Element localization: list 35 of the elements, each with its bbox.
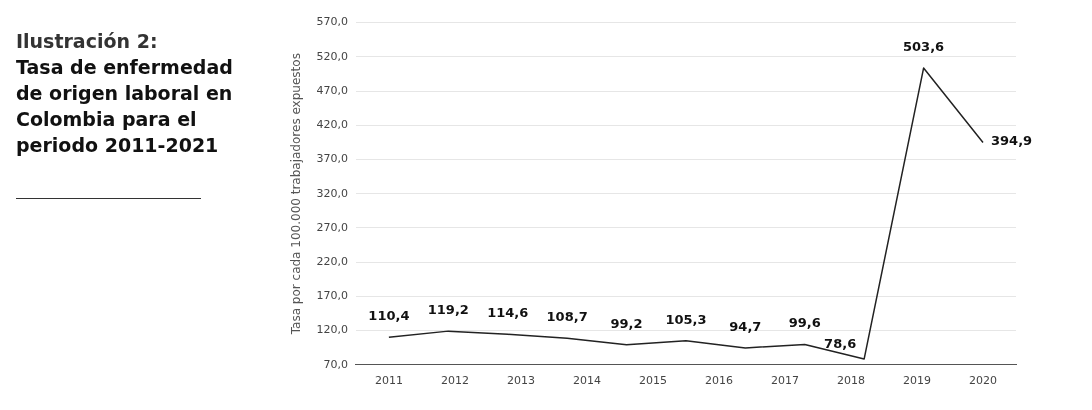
data-label: 99,6 xyxy=(788,315,821,331)
y-tick-label: 170,0 xyxy=(316,289,348,303)
data-label: 110,4 xyxy=(368,308,410,324)
data-label: 119,2 xyxy=(427,302,469,317)
data-label: 503,6 xyxy=(903,38,945,54)
y-tick-label: 470,0 xyxy=(316,83,348,97)
x-tick-label: 2018 xyxy=(836,374,865,388)
data-label: 394,9 xyxy=(990,133,1033,149)
y-axis-title: Tasa por cada 100.000 trabajadores expuestos xyxy=(289,53,304,336)
x-tick-label: 2019 xyxy=(902,374,931,388)
data-label: 94,7 xyxy=(729,318,762,334)
y-tick-label: 320,0 xyxy=(316,186,348,200)
data-label: 78,6 xyxy=(824,335,857,351)
y-tick-label: 70,0 xyxy=(323,357,348,371)
x-tick-label: 2017 xyxy=(770,374,799,388)
y-tick-label: 370,0 xyxy=(316,152,348,166)
text: Tasa de enfermedad de origen laboral en Colombia para el periodo 2011-2021 xyxy=(16,55,234,158)
data-label: 108,7 xyxy=(546,309,588,325)
x-tick-label: 2012 xyxy=(440,374,469,388)
x-tick-label: 2013 xyxy=(506,374,535,388)
x-tick-label: 2011 xyxy=(374,374,403,388)
y-tick-label: 570,0 xyxy=(316,15,348,29)
y-tick-label: 220,0 xyxy=(316,255,348,268)
y-tick-label: 120,0 xyxy=(316,323,348,337)
data-label: 114,6 xyxy=(487,305,529,321)
x-tick-label: 2015 xyxy=(638,374,667,388)
x-tick-label: 2014 xyxy=(572,374,601,388)
data-label: 99,2 xyxy=(610,315,643,331)
y-tick-label: 520,0 xyxy=(316,49,348,63)
y-tick-label: 420,0 xyxy=(316,118,348,132)
text: Ilustración 2: xyxy=(16,29,159,54)
x-tick-label: 2020 xyxy=(968,374,997,388)
data-label: 105,3 xyxy=(665,311,707,327)
x-tick-label: 2016 xyxy=(704,374,733,388)
y-tick-label: 270,0 xyxy=(316,220,348,234)
